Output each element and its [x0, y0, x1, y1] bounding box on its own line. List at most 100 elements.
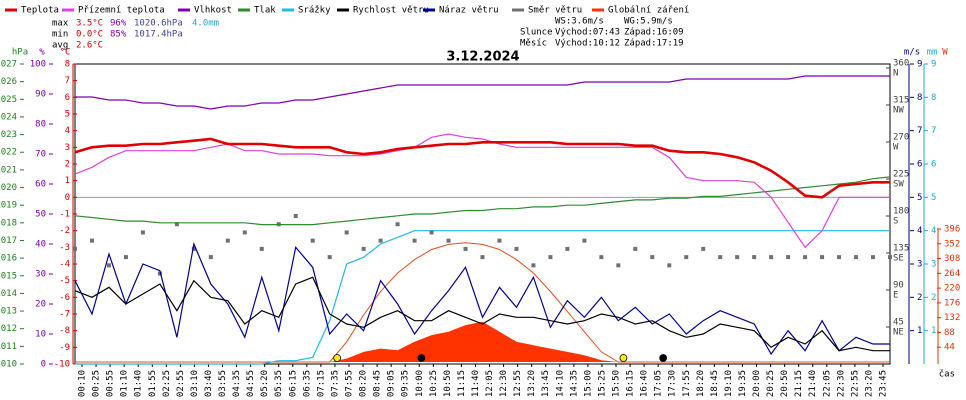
y-tick-label: 1027	[0, 60, 17, 70]
info-text: Západ:17:19	[624, 39, 684, 49]
y-tick-sublabel: NE	[893, 328, 904, 338]
y-tick-label: 1025	[0, 95, 17, 105]
y-tick-label: 315	[893, 96, 909, 106]
direction-point	[429, 230, 434, 235]
stat-text: max	[52, 19, 69, 29]
y-tick-label: 1021	[0, 165, 17, 175]
series-area	[75, 321, 890, 362]
y-tick-label: 8	[931, 93, 936, 103]
x-tick-label: 18:20	[696, 370, 706, 397]
y-tick-label: 45	[893, 318, 904, 328]
x-tick-label: 02:25	[162, 370, 172, 397]
x-tick-label: 17:05	[654, 370, 664, 397]
y-tick-label: 3	[917, 260, 922, 270]
x-axis-label: čas	[939, 369, 955, 380]
legend-label: Náraz větru	[439, 6, 499, 16]
y-tick-label: 1023	[0, 130, 17, 140]
series-line	[75, 230, 890, 365]
series-line	[74, 133, 890, 249]
y-tick-label: 80	[35, 120, 46, 130]
x-tick-label: 21:15	[794, 370, 804, 397]
info-text: Východ:07:43	[555, 28, 620, 38]
direction-point	[480, 255, 485, 260]
y-tick-label: 1026	[0, 77, 17, 87]
y-tick-label: 5	[931, 193, 936, 203]
axis-unit: hPa	[12, 48, 28, 58]
x-tick-label: 01:10	[120, 370, 130, 397]
info-text: Měsíc	[520, 39, 547, 49]
x-tick-label: 00:10	[78, 370, 88, 397]
y-tick-label: 176	[944, 298, 960, 308]
y-tick-label: 7	[931, 126, 936, 136]
x-tick-label: 07:55	[345, 370, 355, 397]
legend-label: Vlhkost	[194, 6, 232, 16]
x-tick-label: 21:40	[808, 370, 818, 397]
direction-point	[497, 238, 502, 243]
event-marker	[659, 354, 668, 362]
direction-point	[616, 263, 621, 268]
x-tick-label: 20:50	[780, 370, 790, 397]
direction-point	[140, 230, 145, 235]
x-tick-label: 00:25	[92, 370, 102, 397]
y-tick-label: -6	[59, 293, 70, 303]
y-tick-label: 1015	[0, 271, 17, 281]
y-tick-sublabel: E	[893, 291, 898, 301]
y-tick-label: 1020	[0, 183, 17, 193]
direction-point	[412, 238, 417, 243]
direction-point	[599, 255, 604, 260]
x-tick-label: 10:50	[443, 370, 453, 397]
x-tick-label: 19:35	[738, 370, 748, 397]
direction-point	[242, 230, 247, 235]
y-tick-label: -7	[59, 310, 70, 320]
y-tick-sublabel: W	[893, 143, 899, 153]
y-tick-label: 10	[35, 330, 46, 340]
stat-text: 4.0mm	[192, 19, 219, 29]
y-tick-sublabel: N	[893, 69, 898, 79]
y-tick-label: 0	[65, 193, 70, 203]
x-tick-label: 06:15	[288, 370, 298, 397]
y-tick-label: 1018	[0, 218, 17, 228]
y-tick-label: 1	[917, 326, 922, 336]
x-tick-label: 01:55	[148, 370, 158, 397]
y-tick-label: -4	[59, 260, 70, 270]
x-tick-label: 19:10	[724, 370, 734, 397]
direction-point	[752, 255, 757, 260]
direction-point	[514, 246, 519, 251]
direction-point	[888, 255, 892, 260]
x-tick-label: 09:05	[387, 370, 397, 397]
y-tick-label: -2	[59, 226, 70, 236]
x-tick-label: 14:10	[555, 370, 565, 397]
y-tick-label: 9	[931, 60, 936, 70]
y-tick-label: 20	[35, 300, 46, 310]
x-tick-label: 14:35	[569, 370, 579, 397]
info-text: WS:3.6m/s	[555, 17, 604, 27]
direction-point	[378, 238, 383, 243]
y-tick-label: 90	[35, 90, 46, 100]
direction-point	[395, 222, 400, 227]
stat-text: avg	[52, 41, 68, 51]
x-tick-label: 12:30	[499, 370, 509, 397]
y-tick-label: 60	[35, 180, 46, 190]
direction-point	[531, 263, 536, 268]
direction-point	[854, 255, 859, 260]
y-tick-label: 1010	[0, 360, 17, 370]
y-tick-label: 1024	[0, 112, 17, 122]
x-tick-label: 04:55	[246, 370, 256, 397]
event-marker	[417, 354, 426, 362]
y-tick-label: 3	[931, 260, 936, 270]
y-tick-label: 4	[931, 226, 936, 236]
legend-label: Tlak	[254, 6, 276, 16]
axis-unit: W	[942, 48, 948, 58]
y-tick-label: 9	[917, 60, 922, 70]
x-tick-label: 10:25	[429, 370, 439, 397]
y-tick-label: 8	[917, 93, 922, 103]
y-tick-label: 88	[944, 328, 955, 338]
axis-unit: °C	[60, 48, 71, 58]
direction-point	[259, 246, 264, 251]
direction-point	[208, 255, 213, 260]
x-tick-label: 12:55	[513, 370, 523, 397]
legend-label: Globální záření	[608, 6, 689, 16]
